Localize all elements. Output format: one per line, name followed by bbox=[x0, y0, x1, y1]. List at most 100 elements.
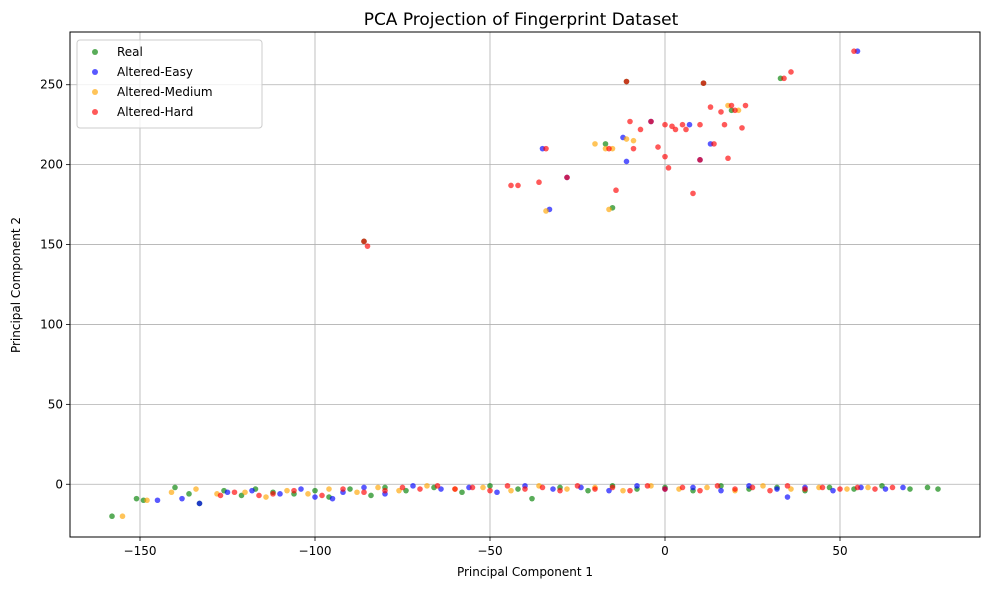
point-altered-easy bbox=[329, 495, 336, 502]
point-altered-hard bbox=[683, 126, 689, 133]
point-altered-hard bbox=[319, 492, 325, 499]
point-altered-medium bbox=[543, 208, 549, 214]
legend-box bbox=[76, 39, 263, 129]
point-altered-medium bbox=[704, 484, 710, 491]
point-altered-easy bbox=[249, 487, 255, 494]
point-altered-hard bbox=[606, 145, 612, 152]
chart-title: PCA Projection of Fingerprint Dataset bbox=[364, 10, 679, 30]
point-altered-medium bbox=[305, 491, 311, 497]
point-altered-hard bbox=[469, 484, 476, 491]
point-altered-easy bbox=[312, 494, 318, 500]
point-real bbox=[186, 491, 192, 497]
y-tick-label: 250 bbox=[40, 78, 63, 92]
point-altered-hard bbox=[630, 145, 637, 152]
point-altered-hard bbox=[564, 174, 570, 181]
point-altered-medium bbox=[242, 489, 248, 496]
x-tick-label: −150 bbox=[124, 544, 157, 558]
data-points bbox=[109, 48, 941, 520]
point-real bbox=[347, 486, 353, 492]
point-altered-hard bbox=[504, 483, 511, 489]
point-altered-hard bbox=[543, 145, 549, 152]
y-tick-label: 150 bbox=[40, 238, 63, 252]
point-altered-hard bbox=[697, 157, 703, 163]
point-altered-hard bbox=[417, 486, 423, 492]
point-altered-hard bbox=[364, 243, 371, 249]
point-altered-hard bbox=[361, 489, 367, 496]
point-altered-hard bbox=[361, 238, 367, 245]
point-altered-hard bbox=[508, 182, 514, 189]
point-altered-hard bbox=[697, 487, 703, 494]
point-altered-medium bbox=[144, 497, 150, 504]
point-altered-hard bbox=[665, 165, 672, 171]
point-real bbox=[935, 486, 941, 492]
point-real bbox=[368, 492, 374, 499]
point-altered-medium bbox=[592, 141, 598, 147]
point-real bbox=[487, 483, 493, 489]
point-real bbox=[907, 486, 913, 492]
point-altered-hard bbox=[714, 483, 721, 489]
point-real bbox=[459, 489, 465, 496]
point-altered-hard bbox=[851, 48, 857, 54]
point-altered-hard bbox=[592, 486, 598, 492]
point-real bbox=[602, 141, 609, 147]
point-altered-easy bbox=[550, 486, 556, 492]
point-altered-hard bbox=[557, 487, 563, 494]
point-real bbox=[133, 495, 140, 502]
point-altered-hard bbox=[382, 487, 388, 494]
point-altered-hard bbox=[739, 125, 745, 131]
point-altered-hard bbox=[655, 144, 661, 150]
point-altered-hard bbox=[672, 126, 679, 133]
legend-label: Altered-Medium bbox=[117, 85, 213, 99]
point-altered-hard bbox=[291, 487, 297, 494]
point-altered-easy bbox=[196, 500, 203, 507]
point-altered-hard bbox=[725, 155, 731, 162]
point-altered-medium bbox=[760, 483, 766, 489]
point-altered-medium bbox=[508, 487, 514, 494]
y-tick-label: 100 bbox=[40, 317, 63, 331]
grid-lines bbox=[70, 32, 980, 537]
point-altered-hard bbox=[837, 486, 843, 492]
point-altered-hard bbox=[637, 126, 644, 133]
legend-label: Real bbox=[117, 45, 143, 59]
point-altered-hard bbox=[399, 484, 406, 491]
series-altered-medium bbox=[119, 102, 871, 520]
point-altered-medium bbox=[168, 489, 175, 496]
point-altered-medium bbox=[630, 137, 637, 144]
legend-label: Altered-Easy bbox=[117, 65, 193, 79]
point-altered-easy bbox=[690, 484, 696, 491]
point-altered-medium bbox=[119, 513, 126, 520]
point-altered-easy bbox=[154, 497, 161, 504]
x-tick-label: −100 bbox=[299, 544, 332, 558]
y-tick-label: 200 bbox=[40, 158, 63, 172]
point-altered-hard bbox=[662, 121, 668, 128]
point-altered-hard bbox=[662, 486, 668, 492]
point-altered-medium bbox=[263, 494, 269, 500]
point-altered-hard bbox=[784, 483, 791, 489]
point-altered-easy bbox=[784, 494, 791, 500]
point-altered-hard bbox=[718, 109, 724, 115]
point-altered-medium bbox=[480, 484, 486, 491]
point-altered-hard bbox=[742, 102, 749, 109]
plot-frame bbox=[69, 31, 981, 538]
point-altered-hard bbox=[781, 75, 787, 82]
point-altered-hard bbox=[217, 492, 224, 499]
point-altered-easy bbox=[718, 487, 724, 494]
point-altered-hard bbox=[732, 107, 738, 114]
point-altered-hard bbox=[679, 484, 686, 491]
x-tick-label: −50 bbox=[477, 544, 502, 558]
point-altered-hard bbox=[536, 179, 542, 186]
y-tick-label: 50 bbox=[48, 397, 63, 411]
point-real bbox=[529, 495, 535, 502]
point-altered-hard bbox=[854, 484, 861, 491]
point-altered-hard bbox=[662, 153, 668, 160]
point-altered-easy bbox=[900, 484, 906, 491]
point-altered-hard bbox=[707, 104, 714, 110]
point-altered-hard bbox=[487, 487, 493, 494]
point-altered-hard bbox=[700, 80, 707, 86]
point-altered-easy bbox=[623, 158, 630, 165]
point-altered-easy bbox=[830, 487, 836, 494]
point-altered-easy bbox=[298, 486, 304, 492]
point-altered-hard bbox=[889, 484, 896, 491]
point-real bbox=[585, 487, 591, 494]
point-altered-hard bbox=[749, 484, 756, 491]
